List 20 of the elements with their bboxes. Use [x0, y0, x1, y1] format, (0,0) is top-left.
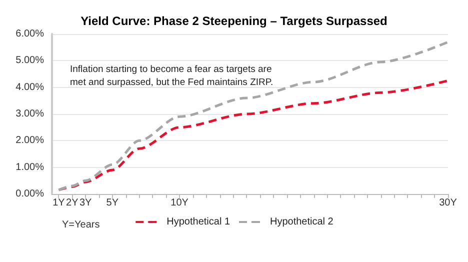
y-tick-label: 1.00% [16, 162, 44, 173]
x-tick-label: 10Y [170, 198, 189, 208]
x-tick-label: 5Y [106, 198, 119, 208]
y-tick-label: 4.00% [16, 82, 44, 93]
legend-label: Hypothetical 1 [166, 216, 230, 228]
x-tick-label: 2Y [66, 198, 79, 208]
x-axis-title: Y=Years [62, 220, 100, 230]
x-tick-label: 3Y [79, 198, 92, 208]
y-tick-label: 0.00% [16, 188, 44, 200]
x-tick-label: 30Y [439, 198, 458, 208]
annotation: Inflation starting to become a fear as targets are met and surpassed, but the Fed maintains ZIRP. [70, 64, 274, 88]
y-tick-label: 2.00% [16, 135, 44, 146]
chart-title: Yield Curve: Phase 2 Steepening – Targets Surpassed [80, 14, 388, 28]
y-tick-label: 5.00% [16, 55, 44, 66]
line-series [57, 79, 450, 192]
line-series [57, 40, 450, 192]
y-tick-label: 3.00% [16, 108, 44, 120]
legend-label: Hypothetical 2 [270, 216, 334, 228]
x-tick-label: 1Y [52, 198, 66, 208]
y-tick-label: 6.00% [16, 28, 44, 40]
